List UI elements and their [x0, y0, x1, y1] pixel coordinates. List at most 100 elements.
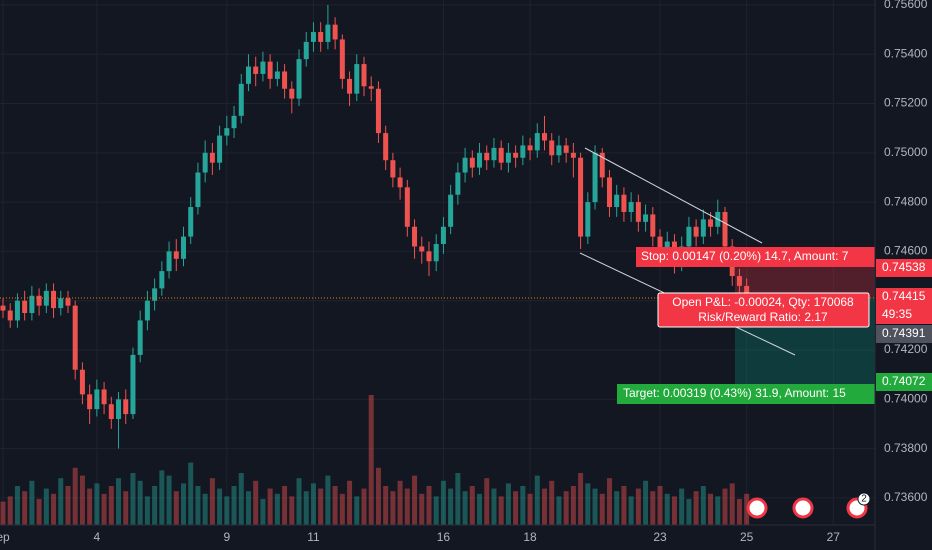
candle-body	[51, 290, 57, 309]
candle-body	[166, 251, 172, 272]
candle-body	[498, 147, 504, 163]
volume-bar	[65, 486, 71, 525]
candle-body	[310, 32, 316, 42]
candle-body	[556, 145, 562, 156]
volume-bar	[505, 483, 511, 525]
candle-body	[621, 194, 627, 212]
volume-bar	[722, 488, 728, 525]
volume-bar	[368, 395, 374, 525]
target-price: 0.74072	[882, 374, 926, 388]
y-tick-label: 0.73600	[884, 490, 928, 504]
countdown-tag	[876, 306, 932, 324]
risk-reward-text: Risk/Reward Ratio: 2.17	[698, 310, 828, 324]
volume-bar	[14, 486, 20, 525]
volume-bar	[310, 483, 316, 525]
candle-body	[657, 236, 663, 254]
volume-bar	[570, 486, 576, 525]
event-icon[interactable]	[792, 497, 814, 519]
candle-body	[65, 298, 71, 306]
stop-price: 0.74538	[882, 260, 926, 274]
candle-body	[383, 133, 389, 161]
candle-body	[404, 187, 410, 227]
candle-body	[368, 86, 374, 89]
event-icon[interactable]	[746, 497, 768, 519]
candle-body	[43, 290, 49, 306]
candle-body	[563, 145, 569, 153]
volume-bar	[116, 478, 122, 525]
candle-body	[469, 157, 475, 168]
candle-body	[209, 152, 215, 163]
volume-bar	[628, 496, 634, 525]
volume-bar	[101, 493, 107, 525]
volume-bar	[22, 491, 28, 525]
volume-bar	[686, 499, 692, 525]
y-tick-label: 0.74800	[884, 194, 928, 208]
volume-bar	[426, 486, 432, 525]
candle-body	[426, 251, 432, 262]
candle-body	[433, 244, 439, 262]
last-price-tag	[876, 288, 932, 306]
volume-bar	[303, 491, 309, 525]
volume-bar	[513, 491, 519, 525]
candle-body	[708, 219, 714, 227]
volume-bar	[43, 488, 49, 525]
candle-body	[693, 226, 699, 237]
candle-body	[491, 147, 497, 161]
candle-body	[578, 157, 584, 237]
event-count: 2	[861, 494, 867, 505]
candle-body	[448, 194, 454, 227]
volume-bar	[318, 488, 324, 525]
candle-body	[477, 152, 483, 168]
volume-bar	[58, 478, 64, 525]
volume-bar	[87, 488, 93, 525]
volume-bar	[144, 496, 150, 525]
volume-bar	[549, 480, 555, 525]
volume-bar	[440, 480, 446, 525]
candle-body	[296, 59, 302, 99]
y-tick-label: 0.75400	[884, 46, 928, 60]
candle-body	[347, 78, 353, 94]
volume-bar	[79, 475, 85, 525]
candle-body	[303, 41, 309, 60]
volume-bar	[51, 493, 57, 525]
volume-bar	[491, 488, 497, 525]
candle-body	[375, 88, 381, 134]
volume-bar	[419, 493, 425, 525]
volume-bar	[202, 493, 208, 525]
candle-body	[224, 128, 230, 136]
candle-body	[700, 219, 706, 237]
x-tick-label: ep	[0, 530, 10, 544]
candle-body	[144, 300, 150, 321]
y-tick-label: 0.74000	[884, 391, 928, 405]
volume-bar	[621, 486, 627, 525]
volume-bar	[397, 480, 403, 525]
candle-body	[650, 214, 656, 237]
candle-body	[72, 305, 78, 370]
candle-body	[22, 300, 28, 314]
volume-bar	[448, 488, 454, 525]
candle-body	[36, 295, 42, 306]
candle-body	[123, 399, 129, 415]
candle-body	[152, 288, 158, 301]
volume-bar	[159, 470, 165, 525]
volume-bar	[289, 496, 295, 525]
candle-body	[130, 354, 136, 415]
candle-body	[455, 172, 461, 195]
candle-body	[217, 135, 223, 163]
volume-bar	[181, 483, 186, 525]
volume-bar	[238, 473, 244, 525]
candle-body	[173, 251, 179, 259]
candle-body	[513, 152, 519, 158]
volume-bar	[282, 486, 288, 525]
candle-body	[361, 64, 367, 87]
candle-body	[238, 83, 244, 116]
candle-body	[79, 369, 85, 395]
volume-bar	[253, 480, 259, 525]
x-tick-label: 16	[437, 530, 451, 544]
candle-body	[628, 202, 634, 212]
volume-bar	[390, 491, 396, 525]
volume-bar	[209, 478, 215, 525]
volume-bar	[245, 491, 251, 525]
candle-body	[58, 298, 64, 309]
